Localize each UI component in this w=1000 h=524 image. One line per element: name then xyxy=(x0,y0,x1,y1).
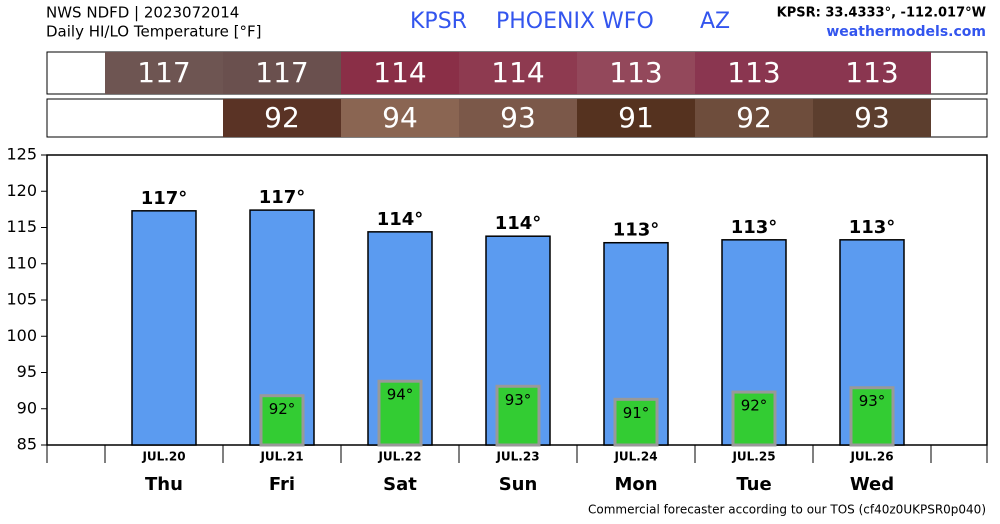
high-label: 113° xyxy=(849,217,896,238)
y-tick-label: 85 xyxy=(17,435,37,454)
x-tick-label: Sat xyxy=(383,474,417,495)
high-label: 117° xyxy=(141,188,188,209)
strip-cell xyxy=(459,99,577,137)
high-label: 113° xyxy=(613,220,660,241)
strip-value: 113 xyxy=(845,56,898,89)
strip-value: 114 xyxy=(491,56,544,89)
strip-value: 93 xyxy=(500,101,536,134)
strip-value: 92 xyxy=(736,101,772,134)
date-label: JUL.24 xyxy=(613,450,657,464)
strip-value: 113 xyxy=(727,56,780,89)
strip-cell xyxy=(223,99,341,137)
y-tick-label: 90 xyxy=(17,398,37,417)
strip-value: 114 xyxy=(373,56,426,89)
strip-value: 117 xyxy=(255,56,308,89)
low-label: 93° xyxy=(859,392,886,410)
site: weathermodels.com xyxy=(826,24,986,40)
x-tick-label: Sun xyxy=(499,474,538,495)
strip-value: 117 xyxy=(137,56,190,89)
location: KPSR: 33.4333°, -112.017°W xyxy=(777,6,986,21)
strip-cell xyxy=(577,99,695,137)
high-label: 114° xyxy=(495,213,542,234)
y-tick-label: 120 xyxy=(6,181,37,200)
strip-value: 92 xyxy=(264,101,300,134)
low-label: 92° xyxy=(269,400,296,418)
strip-value: 113 xyxy=(609,56,662,89)
low-bar xyxy=(613,397,659,447)
strip-value: 93 xyxy=(854,101,890,134)
strip-cell xyxy=(105,52,223,94)
strip-cell xyxy=(223,52,341,94)
source: NWS NDFD | 2023072014 xyxy=(46,4,239,22)
low-bar xyxy=(731,390,777,447)
strip-cell xyxy=(695,52,813,94)
y-tick-label: 105 xyxy=(6,290,37,309)
title-office: PHOENIX WFO xyxy=(496,9,654,34)
strip-cell xyxy=(459,52,577,94)
y-tick-label: 125 xyxy=(6,145,37,164)
x-tick-label: Wed xyxy=(850,474,894,495)
low-label: 93° xyxy=(505,391,532,409)
low-bar xyxy=(849,386,895,447)
strip-cell xyxy=(341,52,459,94)
low-bar xyxy=(377,379,423,447)
strip-cell xyxy=(577,52,695,94)
high-label: 113° xyxy=(731,217,778,238)
high-label: 117° xyxy=(259,187,306,208)
date-label: JUL.20 xyxy=(141,450,185,464)
strip-value: 94 xyxy=(382,101,418,134)
title-state: AZ xyxy=(700,9,730,34)
x-tick-label: Mon xyxy=(614,474,657,495)
date-label: JUL.23 xyxy=(495,450,539,464)
low-label: 94° xyxy=(387,386,414,404)
strip-cell xyxy=(813,52,931,94)
high-label: 114° xyxy=(377,209,424,230)
x-tick-label: Thu xyxy=(145,474,183,495)
date-label: JUL.26 xyxy=(849,450,893,464)
date-label: JUL.22 xyxy=(377,450,421,464)
y-tick-label: 100 xyxy=(6,326,37,345)
date-label: JUL.21 xyxy=(259,450,303,464)
y-tick-label: 115 xyxy=(6,217,37,236)
low-label: 92° xyxy=(741,397,768,415)
strip-cell xyxy=(813,99,931,137)
subtitle: Daily HI/LO Temperature [°F] xyxy=(46,23,262,41)
strip-cell xyxy=(341,99,459,137)
low-bar xyxy=(495,384,541,447)
date-label: JUL.25 xyxy=(731,450,775,464)
high-bar xyxy=(131,210,197,446)
title-station: KPSR xyxy=(410,9,467,34)
x-tick-label: Fri xyxy=(269,474,295,495)
low-label: 91° xyxy=(623,404,650,422)
strip-value: 91 xyxy=(618,101,654,134)
x-tick-label: Tue xyxy=(736,474,771,495)
y-tick-label: 110 xyxy=(6,253,37,272)
y-tick-label: 95 xyxy=(17,362,37,381)
strip-cell xyxy=(695,99,813,137)
footer: Commercial forecaster according to our T… xyxy=(588,503,986,517)
low-bar xyxy=(259,394,305,447)
